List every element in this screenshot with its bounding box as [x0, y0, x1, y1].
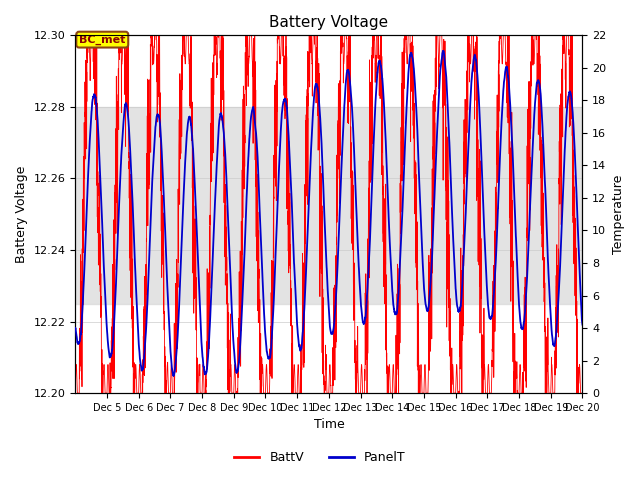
Y-axis label: Battery Voltage: Battery Voltage [15, 166, 28, 263]
X-axis label: Time: Time [314, 419, 344, 432]
Text: BC_met: BC_met [79, 35, 125, 45]
Y-axis label: Temperature: Temperature [612, 175, 625, 254]
Legend: BattV, PanelT: BattV, PanelT [229, 446, 411, 469]
Title: Battery Voltage: Battery Voltage [269, 15, 388, 30]
Bar [76, 107, 582, 304]
